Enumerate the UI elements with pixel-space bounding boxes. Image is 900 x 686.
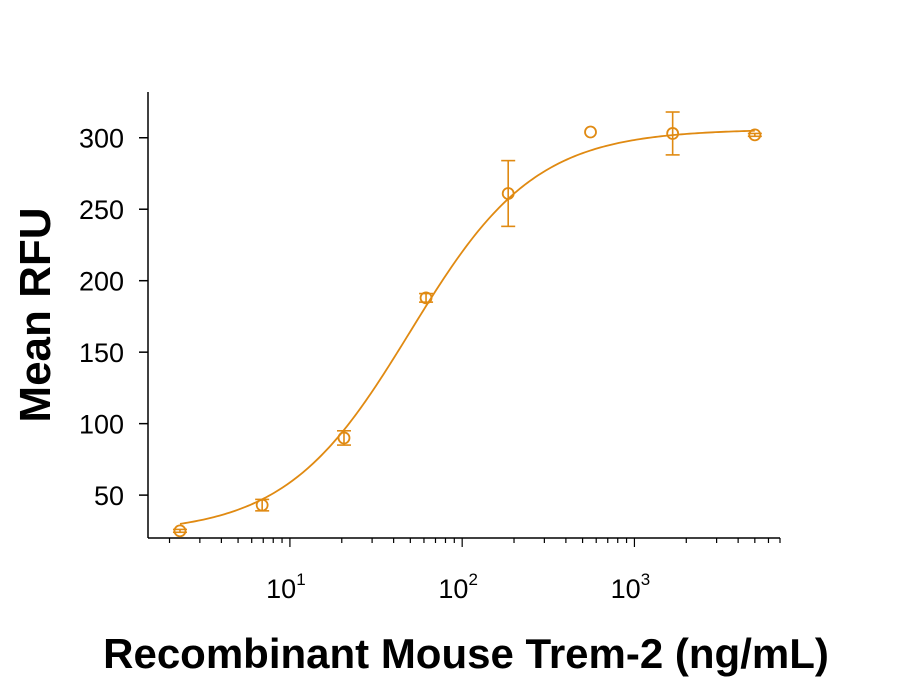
x-tick-label: 103	[611, 570, 651, 604]
y-tick-label: 300	[79, 124, 124, 154]
y-tick-label: 200	[79, 267, 124, 297]
data-point	[666, 127, 680, 140]
data-point	[173, 524, 187, 538]
data-point	[419, 291, 433, 305]
y-axis-label: Mean RFU	[11, 207, 60, 422]
data-point	[584, 125, 597, 139]
y-ticks: 50 100 150 200 250 300	[79, 124, 148, 511]
data-point	[337, 431, 351, 445]
x-tick-exponent: 1	[296, 570, 305, 589]
x-tick-exponent: 3	[641, 570, 650, 589]
y-tick-label: 100	[79, 410, 124, 440]
fit-curve	[179, 129, 755, 525]
axes	[147, 92, 780, 539]
data-point	[255, 498, 269, 512]
x-axis-label: Recombinant Mouse Trem-2 (ng/mL)	[103, 630, 829, 677]
y-tick-label: 250	[79, 195, 124, 225]
x-tick-base: 10	[266, 574, 296, 604]
data-points	[172, 111, 762, 538]
x-ticks: 101 102 103	[168, 538, 781, 604]
data-point	[748, 128, 762, 142]
x-tick-exponent: 2	[468, 570, 477, 589]
y-tick-label: 50	[94, 481, 124, 511]
y-tick-label: 150	[79, 338, 124, 368]
x-tick-label: 102	[438, 570, 478, 604]
x-tick-label: 101	[266, 570, 306, 604]
data-point	[501, 187, 515, 200]
x-tick-base: 10	[438, 574, 468, 604]
x-tick-base: 10	[611, 574, 641, 604]
